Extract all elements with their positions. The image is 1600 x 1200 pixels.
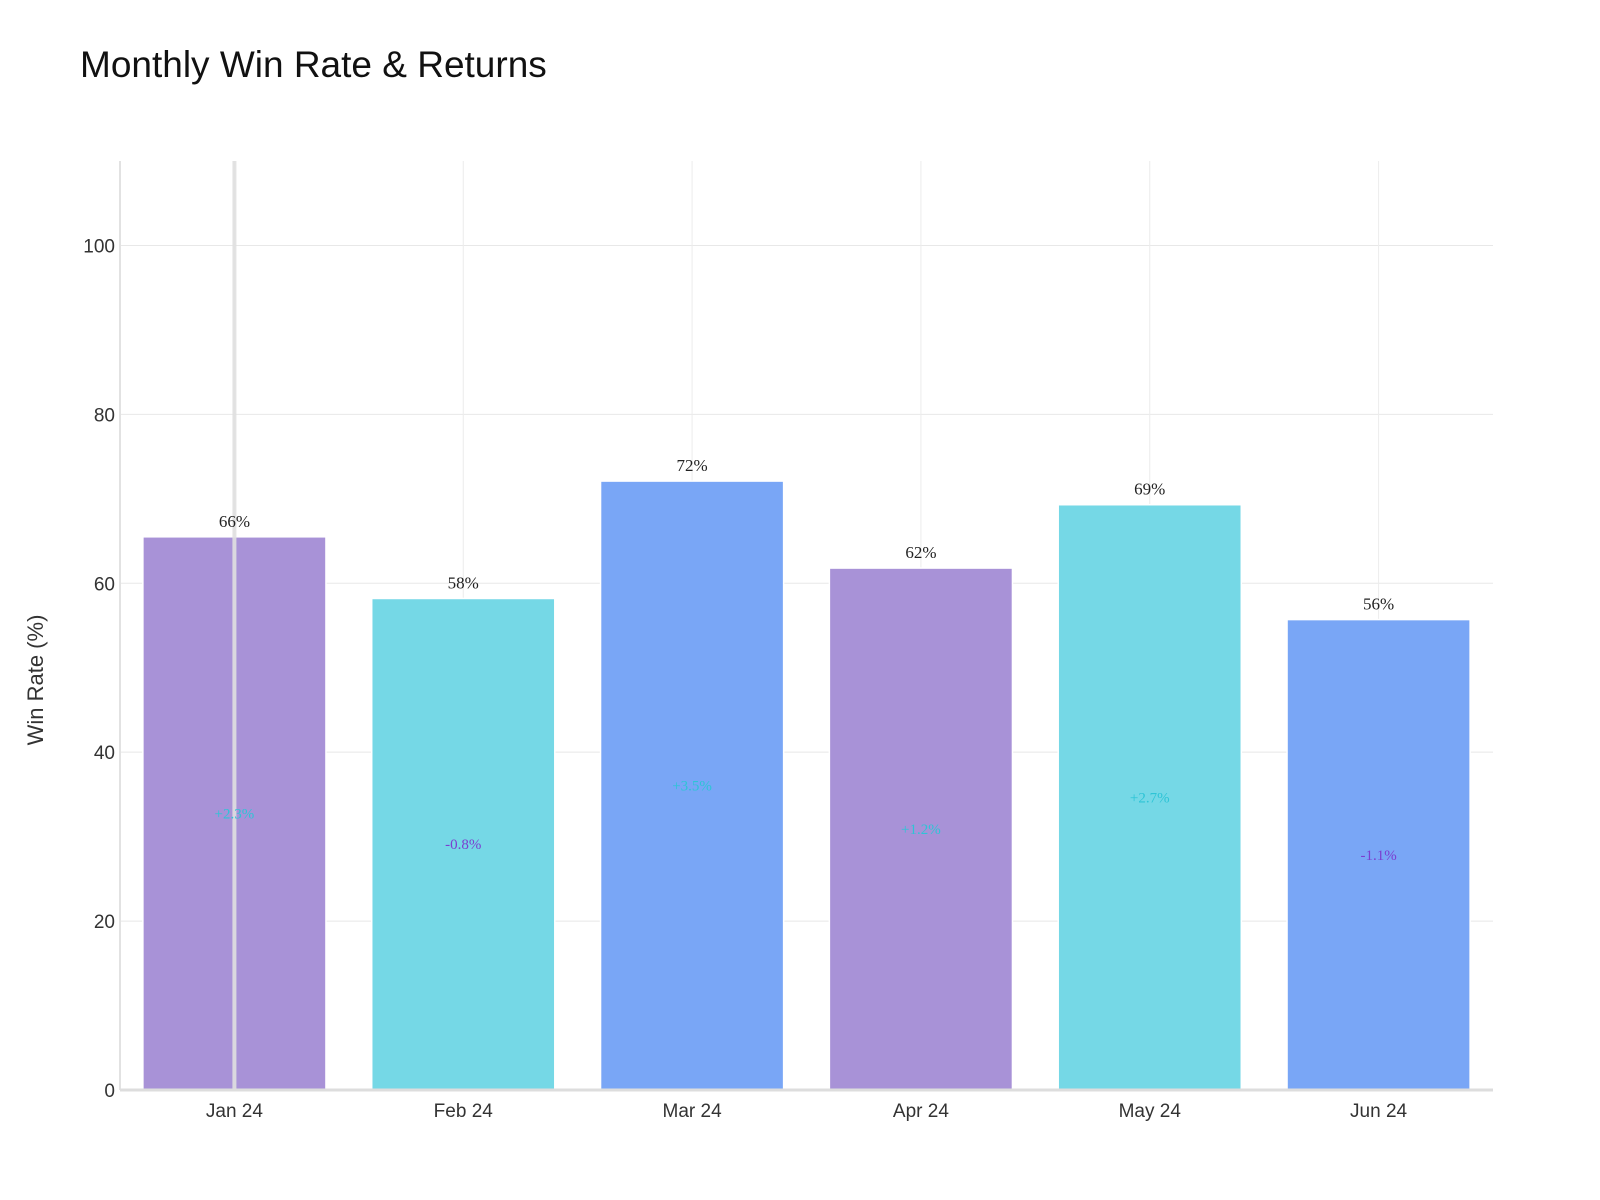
- y-tick-label: 100: [83, 236, 115, 257]
- y-tick-label: 0: [104, 1081, 115, 1102]
- x-tick-label: Jan 24: [206, 1101, 263, 1122]
- y-tick-label: 40: [94, 743, 115, 764]
- bar-feb-24: [370, 597, 556, 1091]
- bar-value-label: 69%: [1134, 480, 1165, 499]
- bar-return-label: +2.7%: [1130, 790, 1170, 806]
- x-tick-label: Jun 24: [1350, 1101, 1407, 1122]
- x-tick-label: Apr 24: [893, 1101, 949, 1122]
- bar-apr-24: [828, 567, 1014, 1091]
- x-tick-label: May 24: [1119, 1101, 1182, 1122]
- y-tick-label: 60: [94, 574, 115, 595]
- bar-value-label: 56%: [1363, 595, 1394, 614]
- bar-value-label: 66%: [219, 512, 250, 531]
- bar-mar-24: [599, 480, 785, 1091]
- bar-return-label: -0.8%: [445, 837, 481, 853]
- y-tick-label: 20: [94, 912, 115, 933]
- x-tick-label: Mar 24: [663, 1101, 723, 1122]
- chart-title: Monthly Win Rate & Returns: [80, 44, 547, 85]
- bar-value-label: 62%: [905, 543, 936, 562]
- bar-may-24: [1057, 503, 1243, 1091]
- bar-return-label: +2.3%: [215, 806, 255, 822]
- bar-return-label: +3.5%: [672, 779, 712, 795]
- bar-jun-24: [1286, 618, 1471, 1091]
- bar-value-label: 72%: [676, 456, 707, 475]
- bar-return-label: +1.2%: [901, 822, 941, 838]
- bar-return-label: -1.1%: [1360, 848, 1396, 864]
- y-tick-label: 80: [94, 405, 115, 426]
- bar-value-label: 58%: [448, 573, 479, 592]
- x-tick-label: Feb 24: [434, 1101, 494, 1122]
